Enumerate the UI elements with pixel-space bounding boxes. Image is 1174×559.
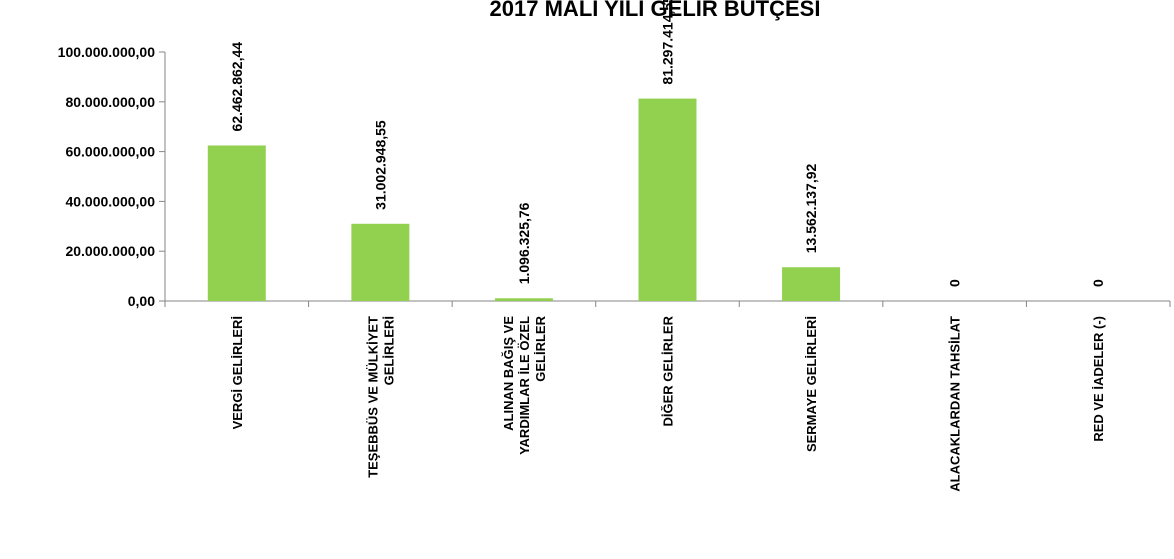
- y-tick-label: 20.000.000,00: [65, 243, 155, 259]
- category-label-line: SERMAYE GELİRLERİ: [804, 316, 819, 452]
- category-label-line: TEŞEBBÜS VE MÜLKİYET: [365, 316, 380, 478]
- category-label-line: ALINAN BAĞIŞ VE: [501, 316, 516, 431]
- chart-title: 2017 MALİ YILI GELİR BÜTÇESİ: [490, 0, 821, 21]
- x-axis: [164, 300, 1171, 307]
- y-tick-label: 100.000.000,00: [58, 44, 156, 60]
- category-label-line: YARDIMLAR İLE ÖZEL: [517, 316, 532, 455]
- category-label-line: DİĞER GELİRLER: [661, 315, 676, 426]
- y-tick-label: 60.000.000,00: [65, 144, 155, 160]
- category-label-line: GELİRLER: [533, 315, 548, 381]
- category-label: RED VE İADELER (-): [1091, 316, 1106, 442]
- y-tick-label: 80.000.000,00: [65, 94, 155, 110]
- data-label: 0: [1090, 279, 1106, 287]
- bar: [494, 298, 553, 301]
- category-label: ALINAN BAĞIŞ VE YARDIMLAR İLE ÖZEL GELİRLE…: [501, 315, 548, 455]
- category-label: DİĞER GELİRLER: [661, 315, 676, 426]
- data-label: 0: [947, 279, 963, 287]
- data-label: 13.562.137,92: [803, 163, 819, 253]
- category-label: TEŞEBBÜS VE MÜLKİYET GELİRLERİ: [365, 316, 396, 478]
- y-tick-label: 0,00: [128, 293, 155, 309]
- category-label-line: VERGİ GELİRLERİ: [230, 316, 245, 429]
- category-label-line: GELİRLERİ: [381, 316, 396, 385]
- category-label-line: RED VE İADELER (-): [1091, 316, 1106, 442]
- category-label-line: ALACAKLARDAN TAHSİLAT: [948, 316, 963, 492]
- y-axis: 0,00 20.000.000,00 40.000.000,00 60.000.000…: [58, 44, 166, 309]
- bar: [638, 98, 697, 302]
- data-labels: 62.462.862,44 31.002.948,55 1.096.325,76 81…: [229, 0, 1106, 287]
- bar: [351, 223, 410, 301]
- y-tick-label: 40.000.000,00: [65, 193, 155, 209]
- data-label: 31.002.948,55: [372, 120, 388, 210]
- data-label: 81.297.414,55: [660, 0, 676, 85]
- data-label: 1.096.325,76: [516, 202, 532, 284]
- data-label: 62.462.862,44: [229, 42, 245, 132]
- bar: [207, 145, 266, 301]
- bars: [207, 98, 841, 302]
- category-labels: VERGİ GELİRLERİ TEŞEBBÜS VE MÜLKİYET GELİR…: [230, 315, 1106, 491]
- category-label: ALACAKLARDAN TAHSİLAT: [948, 316, 963, 492]
- category-label: SERMAYE GELİRLERİ: [804, 316, 819, 452]
- bar: [782, 267, 841, 301]
- category-label: VERGİ GELİRLERİ: [230, 316, 245, 429]
